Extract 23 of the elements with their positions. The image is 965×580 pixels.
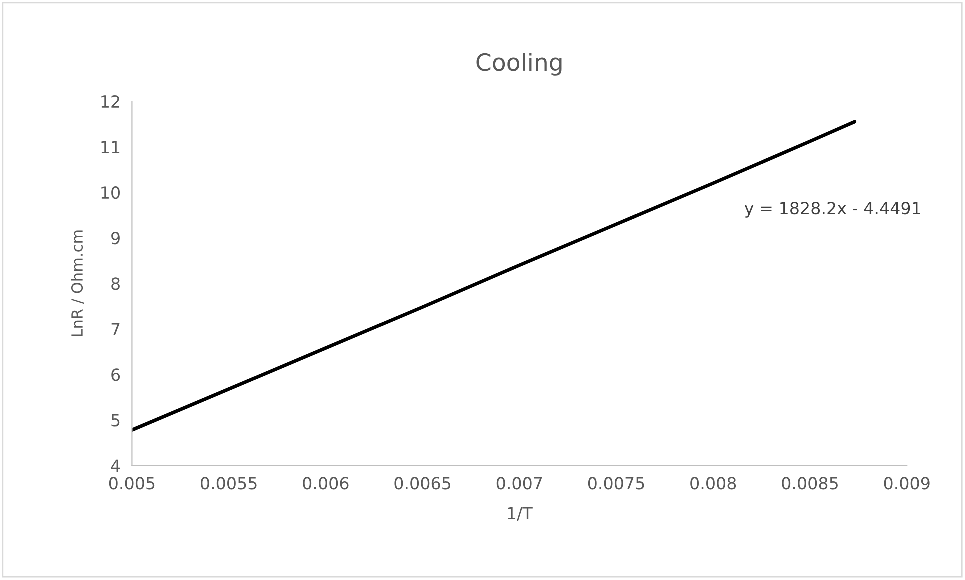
x-tick-label: 0.0065 bbox=[394, 477, 450, 490]
x-tick-label: 0.0075 bbox=[588, 477, 644, 490]
y-tick-label: 6 bbox=[112, 368, 120, 382]
x-tick-label: 0.007 bbox=[496, 477, 542, 490]
annotation: y = 1828.2x - 4.4491 bbox=[744, 202, 920, 218]
y-tick-label: 10 bbox=[102, 186, 120, 200]
y-tick-label: 7 bbox=[112, 323, 120, 336]
y-tick-label: 4 bbox=[111, 460, 120, 472]
x-tick-label: 0.0055 bbox=[201, 477, 257, 490]
y-tick-label: 8 bbox=[112, 278, 120, 290]
line-series bbox=[132, 120, 857, 432]
x-tick-label: 0.005 bbox=[109, 477, 155, 490]
y-tick-label: 5 bbox=[112, 414, 120, 427]
chart-title: Cooling bbox=[476, 53, 562, 76]
x-tick-label: 0.009 bbox=[884, 477, 930, 490]
x-tick-label: 0.0085 bbox=[782, 477, 838, 490]
y-tick-label: 11 bbox=[102, 141, 120, 154]
x-axis-title: 1/T bbox=[508, 507, 533, 522]
y-tick-label: 12 bbox=[102, 95, 120, 108]
y-axis-title: LnR / Ohm.cm bbox=[71, 230, 84, 336]
y-tick-label: 9 bbox=[112, 232, 120, 245]
x-tick-label: 0.006 bbox=[303, 477, 349, 490]
x-tick-label: 0.008 bbox=[690, 477, 736, 490]
